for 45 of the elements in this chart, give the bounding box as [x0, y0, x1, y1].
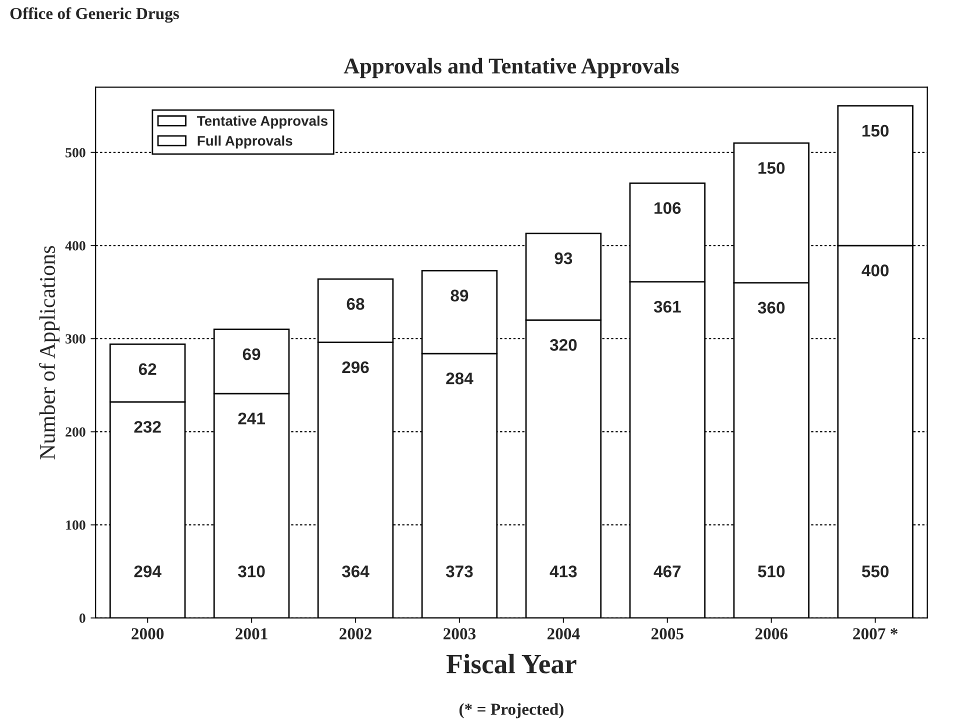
data-label: 89 [450, 290, 468, 302]
data-label: 150 [758, 162, 785, 174]
x-tick-label: 2006 [755, 628, 788, 640]
x-tick-label: 2007 * [853, 628, 898, 640]
legend-label: Full Approvals [198, 136, 292, 148]
x-tick-label: 2001 [236, 628, 268, 640]
total-label: 510 [758, 566, 785, 578]
chart-title: Approvals and Tentative Approvals [344, 58, 679, 78]
text: Office of Generic Drugs [10, 7, 179, 23]
data-label: 150 [862, 124, 889, 137]
x-tick-label: 2000 [132, 628, 164, 640]
data-label: 361 [654, 300, 681, 313]
data-label: 232 [134, 420, 161, 433]
data-label: 284 [446, 372, 474, 384]
y-tick-label: 0 [79, 614, 86, 623]
y-tick-label: 500 [66, 148, 86, 158]
data-label: 93 [554, 252, 572, 264]
x-tick-label: 2005 [651, 628, 684, 640]
total-label: 413 [550, 566, 577, 578]
x-axis-title: Fiscal Year [446, 654, 576, 674]
y-tick-label: 400 [65, 241, 86, 250]
data-label: 68 [346, 298, 364, 310]
text: (* = Projected) [459, 703, 564, 718]
data-label: 320 [550, 339, 577, 351]
y-tick-label: 200 [66, 427, 86, 437]
total-label: 550 [862, 566, 889, 578]
data-label: 62 [138, 363, 156, 376]
x-tick-label: 2004 [547, 628, 580, 640]
total-label: 310 [238, 566, 265, 578]
data-label: 241 [238, 412, 265, 424]
data-label: 400 [862, 264, 889, 276]
data-label: 69 [242, 348, 260, 360]
x-tick-label: 2003 [444, 628, 476, 640]
total-label: 467 [654, 566, 681, 578]
total-label: 373 [446, 566, 473, 578]
legend-label: Tentative Approvals [197, 116, 328, 129]
y-tick-label: 300 [66, 334, 86, 344]
data-label: 360 [758, 302, 785, 314]
y-axis-title: Number of Applications [39, 246, 60, 460]
total-label: 364 [342, 566, 370, 578]
data-label: 296 [342, 361, 369, 374]
data-label: 106 [654, 202, 681, 214]
x-tick-label: 2002 [340, 628, 372, 640]
y-tick-label: 100 [66, 520, 86, 530]
total-label: 294 [134, 566, 162, 578]
